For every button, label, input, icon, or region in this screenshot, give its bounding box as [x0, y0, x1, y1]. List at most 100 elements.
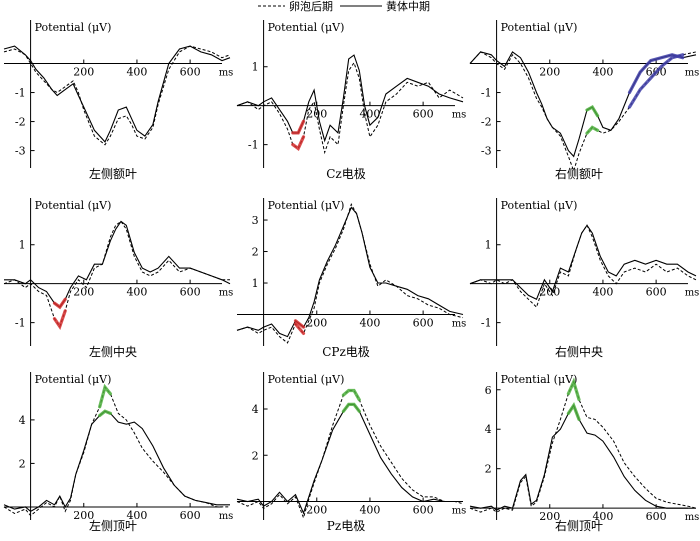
x-tick-label: 200 [539, 510, 560, 523]
panel-title: 左侧顶叶 [89, 518, 137, 533]
x-axis-unit: ms [685, 288, 700, 299]
follicular-series-line [3, 220, 230, 328]
component-highlight [627, 53, 685, 95]
luteal-series-line [3, 45, 231, 143]
follicular-series-line [3, 45, 231, 146]
panel-title: CPz电极 [322, 345, 370, 359]
y-axis-label: Potential (μV) [268, 21, 345, 34]
y-tick-label: 2 [485, 463, 492, 476]
luteal-series-line [469, 224, 697, 301]
y-tick-label: -1 [481, 317, 492, 330]
x-tick-label: 600 [180, 66, 201, 79]
component-highlight [293, 322, 306, 335]
y-tick-label: 1 [19, 239, 26, 252]
legend-dashed-label: 卵泡后期 [289, 0, 333, 13]
x-tick-label: 400 [126, 509, 147, 522]
y-tick-label: 2 [252, 449, 259, 462]
component-highlight [566, 377, 581, 402]
x-axis-unit: ms [219, 68, 234, 79]
y-tick-label: -3 [481, 145, 492, 158]
panel-title: 左侧中央 [89, 344, 137, 359]
x-tick-label: 400 [592, 286, 613, 299]
x-tick-label: 600 [646, 286, 667, 299]
x-tick-label: 400 [126, 66, 147, 79]
luteal-series-line [469, 404, 696, 511]
follicular-series-line [469, 51, 697, 173]
follicular-series-line [236, 203, 464, 344]
y-tick-label: 2 [252, 246, 259, 259]
luteal-series-line [236, 403, 463, 515]
y-tick-label: 4 [19, 414, 26, 427]
erp-panel-5: 1 2 3 200 400 600 ms Potential (μV) CPz电极 [236, 198, 466, 359]
y-axis-label: Potential (μV) [35, 373, 112, 386]
x-tick-label: 600 [180, 286, 201, 299]
follicular-series-line [236, 390, 464, 520]
component-highlight [98, 409, 113, 418]
luteal-series-line [3, 410, 230, 512]
x-tick-label: 600 [413, 504, 434, 517]
x-tick-label: 200 [539, 66, 560, 79]
luteal-series-line [236, 206, 464, 338]
panel-title: Pz电极 [327, 519, 365, 533]
component-highlight [627, 53, 685, 109]
x-tick-label: 400 [592, 66, 613, 79]
x-tick-label: 200 [73, 286, 94, 299]
x-tick-label: 600 [413, 317, 434, 330]
y-tick-label: 4 [252, 403, 259, 416]
x-tick-label: 600 [180, 509, 201, 522]
component-highlight [341, 402, 361, 413]
x-axis-unit: ms [219, 288, 234, 299]
y-axis-label: Potential (μV) [268, 199, 345, 212]
y-tick-label: 2 [19, 457, 26, 470]
y-tick-label: 3 [252, 214, 259, 227]
x-tick-label: 200 [73, 66, 94, 79]
y-tick-label: -1 [15, 87, 26, 100]
erp-panel-8: 2 4 200 400 600 ms Potential (μV) Pz电极 [236, 372, 467, 533]
component-highlight [293, 319, 306, 329]
panel-title: 右侧顶叶 [555, 518, 603, 533]
x-tick-label: 400 [359, 317, 380, 330]
luteal-series-line [4, 220, 231, 308]
x-axis-unit: ms [452, 506, 467, 517]
y-tick-label: 6 [485, 384, 492, 397]
component-highlight [52, 309, 67, 331]
component-highlight [52, 297, 67, 310]
component-highlight [585, 104, 600, 118]
y-tick-label: -2 [481, 116, 492, 129]
component-highlight [291, 119, 306, 135]
y-tick-label: -1 [481, 87, 492, 100]
x-tick-label: 200 [306, 317, 327, 330]
follicular-series-line [469, 380, 697, 513]
x-tick-label: 200 [306, 504, 327, 517]
panel-title: Cz电极 [326, 167, 366, 181]
component-highlight [291, 135, 306, 151]
legend-solid-label: 黄体中期 [386, 0, 430, 13]
erp-panel-7: 2 4 200 400 600 ms Potential (μV) 左侧顶叶 [3, 372, 234, 533]
y-tick-label: 1 [485, 239, 492, 252]
y-axis-label: Potential (μV) [501, 21, 578, 34]
luteal-series-line [236, 54, 464, 143]
panel-title: 右侧中央 [555, 344, 603, 359]
x-tick-label: 200 [73, 509, 94, 522]
erp-panel-4: -1 1 200 400 600 ms Potential (μV) 左侧中央 [3, 198, 234, 359]
component-highlight [566, 402, 581, 421]
y-tick-label: -1 [248, 139, 259, 152]
x-tick-label: 400 [359, 504, 380, 517]
y-tick-label: -1 [15, 317, 26, 330]
component-highlight [585, 125, 600, 135]
x-axis-unit: ms [685, 68, 700, 79]
panel-title: 左侧额叶 [89, 166, 137, 181]
y-axis-label: Potential (μV) [501, 373, 578, 386]
x-tick-label: 600 [646, 510, 667, 523]
erp-panel-9: 2 4 6 200 400 600 ms Potential (μV) 右侧顶叶 [469, 372, 699, 533]
erp-panel-1: -3 -2 -1 200 400 600 ms Potential (μV) 左侧额叶 [3, 20, 234, 181]
x-axis-unit: ms [219, 511, 234, 522]
follicular-series-line [3, 386, 230, 517]
x-axis-unit: ms [452, 110, 467, 121]
legend: 卵泡后期 黄体中期 [258, 0, 430, 13]
y-tick-label: 1 [252, 61, 259, 74]
y-tick-label: -2 [15, 116, 26, 129]
